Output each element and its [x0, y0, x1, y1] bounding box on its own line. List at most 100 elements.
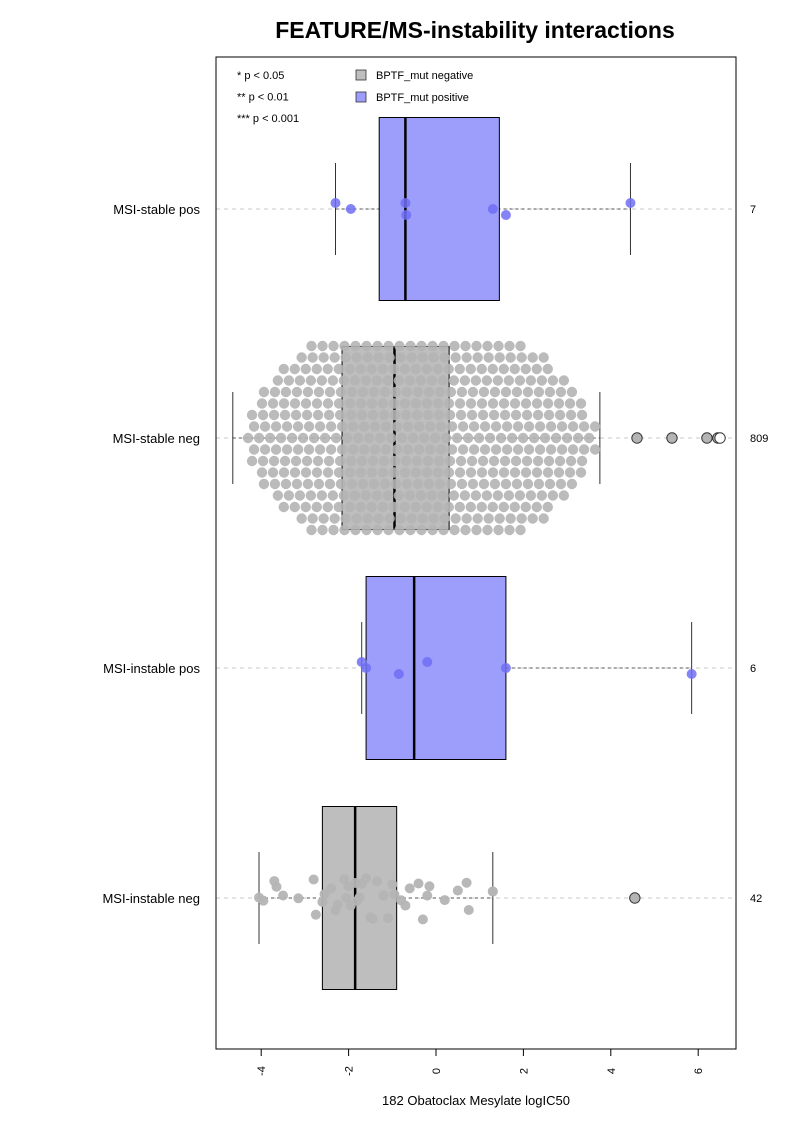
data-point — [422, 657, 433, 667]
data-point — [437, 490, 449, 501]
data-point — [278, 890, 289, 901]
data-point — [344, 467, 356, 478]
data-point — [450, 352, 461, 363]
data-point — [281, 421, 293, 432]
data-point — [498, 398, 510, 409]
data-point — [487, 467, 499, 478]
data-point — [371, 490, 383, 501]
data-point — [421, 398, 433, 409]
data-point — [336, 444, 348, 455]
data-point — [413, 878, 424, 889]
data-point — [555, 386, 567, 398]
data-point — [411, 409, 423, 421]
data-point — [572, 432, 584, 444]
data-point — [686, 669, 697, 679]
data-point — [278, 501, 289, 513]
data-point — [283, 490, 295, 501]
data-point — [434, 386, 446, 398]
data-point — [416, 340, 427, 352]
data-point — [377, 398, 389, 409]
data-point — [317, 896, 328, 907]
data-point — [270, 421, 282, 432]
data-point — [347, 444, 359, 455]
data-point — [316, 375, 328, 386]
data-point — [305, 490, 317, 501]
data-point — [482, 524, 493, 536]
legend-swatch — [355, 91, 367, 103]
data-point — [293, 893, 304, 904]
x-tick-label: -4 — [256, 1066, 268, 1076]
data-point — [366, 363, 377, 375]
data-point — [296, 513, 307, 524]
data-point — [256, 467, 268, 478]
data-point — [503, 375, 515, 386]
data-point — [385, 432, 397, 444]
data-point — [326, 883, 337, 894]
data-point — [531, 467, 543, 478]
data-point — [523, 421, 535, 432]
data-point — [267, 467, 279, 478]
data-point — [544, 386, 556, 398]
data-point — [427, 524, 438, 536]
data-point — [399, 501, 410, 513]
data-point — [504, 524, 515, 536]
data-point — [558, 375, 570, 386]
data-point — [476, 501, 487, 513]
data-point — [415, 375, 427, 386]
data-point — [550, 432, 562, 444]
data-point — [335, 386, 347, 398]
data-point — [350, 524, 361, 536]
data-point — [576, 455, 588, 467]
data-point — [399, 363, 410, 375]
data-point — [357, 386, 369, 398]
data-point — [402, 444, 414, 455]
data-point — [461, 352, 472, 363]
data-point — [368, 386, 380, 398]
data-point — [317, 524, 328, 536]
data-point — [311, 363, 322, 375]
data-point — [451, 432, 463, 444]
data-point — [531, 501, 542, 513]
data-point — [291, 478, 303, 490]
data-point — [523, 444, 535, 455]
data-point — [303, 421, 315, 432]
data-point — [405, 340, 416, 352]
data-point — [484, 432, 496, 444]
data-point — [355, 398, 367, 409]
data-point — [278, 398, 290, 409]
data-point — [339, 340, 350, 352]
data-point — [578, 421, 590, 432]
data-point — [533, 386, 545, 398]
data-point — [294, 490, 306, 501]
x-tick-label: 0 — [431, 1068, 443, 1074]
data-point — [479, 444, 491, 455]
data-point — [547, 375, 559, 386]
data-point — [498, 501, 509, 513]
data-point — [413, 421, 425, 432]
data-point — [361, 340, 372, 352]
data-point — [323, 455, 335, 467]
data-point — [509, 398, 521, 409]
data-point — [371, 375, 383, 386]
box-rect — [378, 117, 500, 301]
data-point — [517, 432, 529, 444]
data-point — [416, 524, 427, 536]
data-point — [428, 513, 439, 524]
data-point — [509, 501, 520, 513]
data-point — [454, 467, 466, 478]
data-point — [478, 386, 490, 398]
data-point — [432, 398, 444, 409]
data-point — [521, 409, 533, 421]
data-point — [336, 421, 348, 432]
data-point — [443, 467, 455, 478]
data-point — [344, 363, 355, 375]
data-point — [578, 444, 590, 455]
data-point — [536, 490, 548, 501]
data-point — [388, 467, 400, 478]
count-label: 42 — [750, 893, 762, 905]
data-point — [301, 409, 313, 421]
data-point — [478, 478, 490, 490]
data-point — [279, 409, 291, 421]
data-point — [466, 409, 478, 421]
data-point — [461, 513, 472, 524]
